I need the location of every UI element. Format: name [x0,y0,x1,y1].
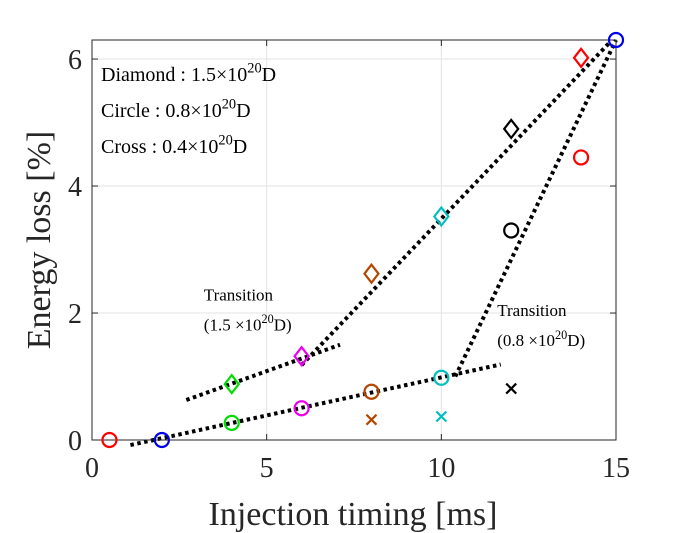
annotation-layer: Transition (1.5 ×1020D) Transition (0.8 ×10… [204,285,585,350]
diamond-point [293,345,310,367]
transition-label-density: (1.5 ×1020D) [204,312,292,334]
transition-label-title: Transition [497,301,567,320]
circle-point [607,31,625,49]
y-tick-label: 6 [68,45,82,76]
legend-block: Diamond : 1.5×1020D Circle : 0.8×1020D Cro… [101,61,276,158]
circle-point [223,414,240,431]
circle-point [503,222,520,239]
circle-point [433,369,450,386]
circle-point [363,383,380,400]
x-tick-label: 15 [602,453,630,484]
y-tick-label: 0 [68,426,82,457]
circle-point [572,149,590,166]
circle-high-trend [453,39,618,378]
x-tick-label: 5 [260,453,274,484]
diamond-point [223,373,241,395]
y-tick-label: 2 [68,299,82,330]
trend-layer [130,39,618,448]
diamond-point [572,46,590,69]
x-tick-label: 10 [427,453,455,484]
legend-entry: Cross : 0.4×1020D [101,133,247,158]
transition-label-density: (0.8 ×1020D) [497,328,585,350]
legend-entry: Circle : 0.8×1020D [101,97,251,122]
point-layer [101,31,625,449]
legend-entry: Diamond : 1.5×1020D [101,61,276,86]
circle-low-trend [130,362,502,448]
y-tick-label: 4 [68,172,82,203]
y-axis-label: Energy loss [%] [21,131,58,349]
diamond-point [363,262,380,285]
diamond-point [432,205,450,228]
circle-point [153,431,170,449]
tick-layer: 0 5 10 15 0 2 4 6 [68,40,630,484]
plot-frame [91,39,617,441]
x-tick-label: 0 [85,453,99,484]
transition-label-title: Transition [204,285,274,304]
cross-point [365,413,378,426]
diamond-point [502,118,520,140]
x-axis-label: Injection timing [ms] [209,496,498,533]
cross-point [505,382,517,395]
cross-point [435,410,448,423]
circle-point [293,400,310,417]
circle-point [101,431,118,449]
